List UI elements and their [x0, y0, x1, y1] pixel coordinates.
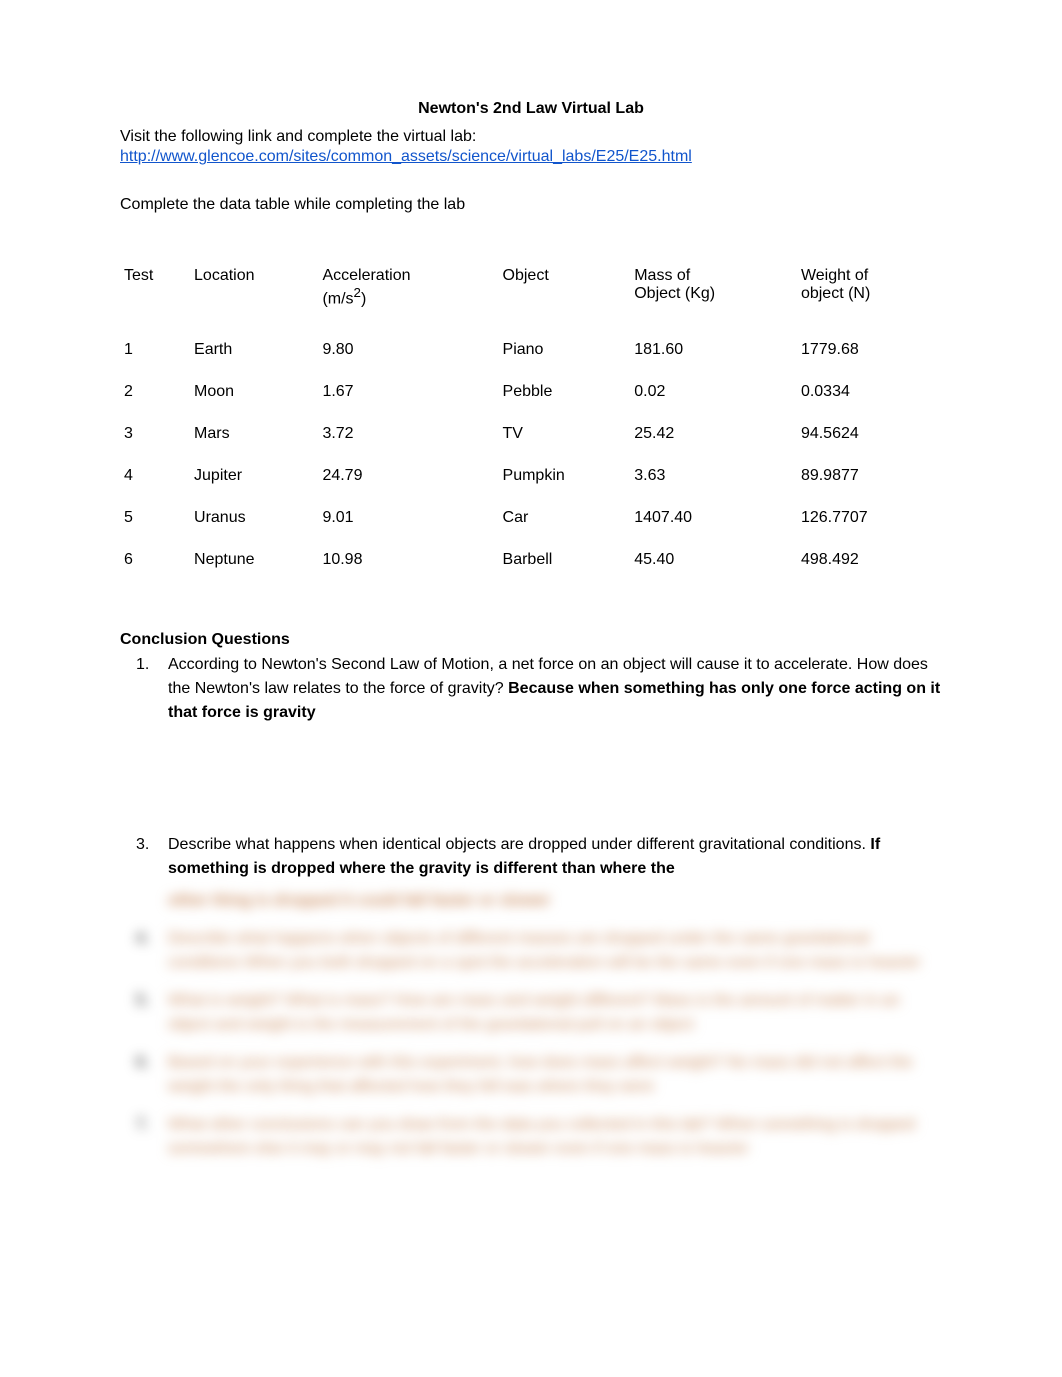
table-cell-weight: 498.492	[797, 539, 942, 581]
table-cell-object: Car	[499, 497, 631, 539]
table-cell-weight: 1779.68	[797, 329, 942, 371]
data-table: Test Location Acceleration (m/s2) Object…	[120, 259, 942, 580]
blurred-section: other thing is dropped it could fall fas…	[120, 889, 942, 1161]
header-acceleration: Acceleration (m/s2)	[318, 259, 498, 328]
blurred-question-4: 4. Describe what happens when objects of…	[168, 927, 942, 975]
table-row: 2Moon1.67Pebble0.020.0334	[120, 371, 942, 413]
table-instruction: Complete the data table while completing…	[120, 196, 942, 214]
table-cell-test: 1	[120, 329, 190, 371]
table-cell-location: Neptune	[190, 539, 318, 581]
header-test: Test	[120, 259, 190, 328]
table-header-row: Test Location Acceleration (m/s2) Object…	[120, 259, 942, 328]
question-3-number: 3.	[136, 833, 149, 857]
table-cell-accel: 1.67	[318, 371, 498, 413]
blurred-question-6: 6. Based on your experience with this ex…	[168, 1051, 942, 1099]
table-cell-accel: 9.80	[318, 329, 498, 371]
table-cell-object: Pebble	[499, 371, 631, 413]
table-cell-object: Barbell	[499, 539, 631, 581]
header-object: Object	[499, 259, 631, 328]
table-cell-location: Moon	[190, 371, 318, 413]
table-cell-mass: 1407.40	[630, 497, 797, 539]
instruction-text: Visit the following link and complete th…	[120, 126, 942, 148]
table-cell-object: TV	[499, 413, 631, 455]
header-mass: Mass of Object (Kg)	[630, 259, 797, 328]
table-cell-object: Pumpkin	[499, 455, 631, 497]
table-cell-mass: 25.42	[630, 413, 797, 455]
blurred-line-1: other thing is dropped it could fall fas…	[168, 889, 942, 913]
question-list: 1. According to Newton's Second Law of M…	[120, 653, 942, 725]
table-cell-mass: 181.60	[630, 329, 797, 371]
table-cell-mass: 3.63	[630, 455, 797, 497]
conclusion-heading: Conclusion Questions	[120, 631, 942, 649]
table-cell-accel: 10.98	[318, 539, 498, 581]
table-cell-test: 4	[120, 455, 190, 497]
table-row: 5Uranus9.01Car1407.40126.7707	[120, 497, 942, 539]
table-cell-accel: 24.79	[318, 455, 498, 497]
table-cell-location: Earth	[190, 329, 318, 371]
table-cell-accel: 9.01	[318, 497, 498, 539]
question-3-text: Describe what happens when identical obj…	[168, 836, 870, 853]
table-cell-mass: 45.40	[630, 539, 797, 581]
question-list-2: 3. Describe what happens when identical …	[120, 833, 942, 881]
question-1: 1. According to Newton's Second Law of M…	[168, 653, 942, 725]
table-cell-test: 3	[120, 413, 190, 455]
table-cell-test: 6	[120, 539, 190, 581]
table-cell-location: Jupiter	[190, 455, 318, 497]
question-1-number: 1.	[136, 653, 149, 677]
table-row: 1Earth9.80Piano181.601779.68	[120, 329, 942, 371]
table-cell-weight: 94.5624	[797, 413, 942, 455]
table-cell-location: Uranus	[190, 497, 318, 539]
table-cell-weight: 126.7707	[797, 497, 942, 539]
table-cell-mass: 0.02	[630, 371, 797, 413]
table-row: 4Jupiter24.79Pumpkin3.6389.9877	[120, 455, 942, 497]
table-cell-test: 2	[120, 371, 190, 413]
lab-link[interactable]: http://www.glencoe.com/sites/common_asse…	[120, 148, 692, 165]
blurred-question-5: 5. What is weight? What is mass? How are…	[168, 989, 942, 1037]
header-location: Location	[190, 259, 318, 328]
table-cell-weight: 0.0334	[797, 371, 942, 413]
table-cell-accel: 3.72	[318, 413, 498, 455]
table-cell-test: 5	[120, 497, 190, 539]
header-weight: Weight of object (N)	[797, 259, 942, 328]
page-title: Newton's 2nd Law Virtual Lab	[120, 100, 942, 118]
question-3: 3. Describe what happens when identical …	[168, 833, 942, 881]
table-cell-object: Piano	[499, 329, 631, 371]
table-row: 3Mars3.72TV25.4294.5624	[120, 413, 942, 455]
blurred-question-7: 7. What other conclusions can you draw f…	[168, 1113, 942, 1161]
table-cell-location: Mars	[190, 413, 318, 455]
spacer	[120, 733, 942, 833]
table-cell-weight: 89.9877	[797, 455, 942, 497]
table-row: 6Neptune10.98Barbell45.40498.492	[120, 539, 942, 581]
